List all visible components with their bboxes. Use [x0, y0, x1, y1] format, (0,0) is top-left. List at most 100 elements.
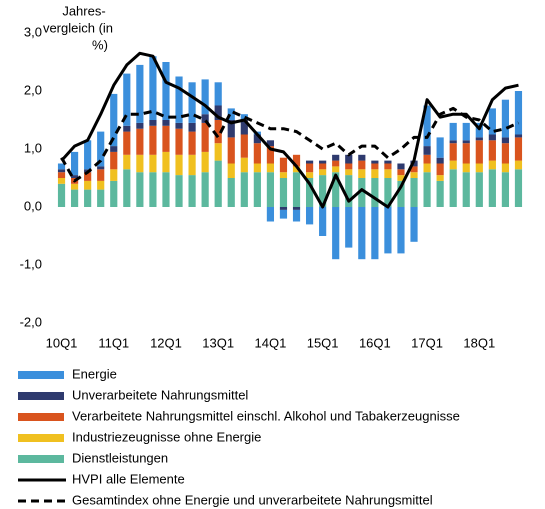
- bar-segment: [488, 140, 496, 161]
- bar-segment: [162, 151, 170, 173]
- legend-swatch: [18, 392, 64, 400]
- bar-segment: [70, 189, 79, 207]
- bar-segment: [332, 207, 340, 260]
- bar-segment: [253, 172, 261, 207]
- bar-segment: [136, 172, 144, 207]
- bar-segment: [201, 122, 209, 152]
- bar-segment: [358, 207, 366, 260]
- bar-segment: [371, 160, 379, 164]
- bar-segment: [279, 178, 288, 207]
- bar-segment: [397, 163, 405, 170]
- bar-segment: [501, 163, 510, 173]
- bar-segment: [240, 172, 248, 207]
- bar-segment: [123, 154, 131, 170]
- bar-segment: [279, 157, 288, 173]
- bar-segment: [149, 154, 157, 173]
- bar-segment: [305, 178, 314, 207]
- bar-segment: [214, 143, 222, 161]
- line-series: [60, 106, 520, 183]
- legend-label: HVPI alle Elemente: [72, 471, 185, 486]
- legend-swatch: [18, 413, 64, 421]
- bar-segment: [436, 157, 444, 164]
- bar-segment: [358, 160, 366, 170]
- bar-segment: [436, 163, 444, 176]
- bar-segment: [292, 209, 301, 222]
- bar-segment: [488, 160, 496, 170]
- bar-segment: [253, 143, 261, 164]
- bar-segment: [214, 120, 222, 144]
- bar-segment: [227, 120, 235, 138]
- bar-segment: [514, 137, 523, 161]
- bar-segment: [410, 166, 418, 173]
- bar-segment: [384, 178, 392, 207]
- x-tick-label: 12Q1: [150, 335, 182, 350]
- bar-segment: [436, 180, 444, 207]
- bar-segment: [214, 82, 222, 106]
- bar-segment: [57, 183, 66, 207]
- bar-segment: [462, 122, 470, 141]
- bar-segment: [70, 151, 79, 176]
- bar-segment: [423, 154, 431, 164]
- bar-segment: [253, 134, 261, 144]
- bar-segment: [423, 163, 431, 173]
- bar-segment: [292, 172, 301, 207]
- bar-segment: [57, 163, 66, 170]
- y-tick-label: 2,0: [24, 82, 42, 97]
- bar-segment: [123, 125, 131, 132]
- bar-segment: [449, 143, 457, 161]
- bar-segment: [371, 178, 379, 207]
- bar-segment: [253, 163, 261, 173]
- bar-segment: [84, 172, 92, 181]
- line-series: [60, 51, 519, 209]
- bar-segment: [397, 180, 405, 207]
- bar-segment: [358, 178, 366, 207]
- bar-segment: [123, 73, 131, 126]
- bar-segment: [305, 160, 314, 164]
- bar-segment: [488, 134, 496, 141]
- bar-segment: [240, 134, 248, 158]
- bar-segment: [201, 151, 209, 173]
- bar-segment: [84, 180, 92, 190]
- bar-segment: [514, 91, 523, 135]
- bar-segment: [70, 183, 79, 190]
- legend-label: Dienstleistungen: [72, 450, 168, 465]
- bar-segment: [514, 169, 523, 207]
- bar-segment: [384, 160, 392, 164]
- bar-segment: [436, 175, 444, 181]
- x-tick-label: 16Q1: [359, 335, 391, 350]
- bar-segment: [423, 105, 431, 147]
- bar-segment: [319, 169, 327, 176]
- bar-segment: [332, 154, 340, 161]
- bar-segment: [227, 137, 235, 164]
- bar-segment: [371, 163, 379, 170]
- bar-segment: [162, 125, 170, 152]
- bar-segment: [514, 134, 523, 138]
- bar-segment: [410, 178, 418, 207]
- bar-segment: [501, 137, 510, 144]
- bar-segment: [188, 131, 196, 155]
- bar-segment: [319, 160, 327, 164]
- bar-segment: [266, 146, 275, 164]
- bar-segment: [384, 163, 392, 170]
- bar-segment: [266, 140, 275, 147]
- bar-segment: [410, 207, 418, 242]
- x-tick-label: 11Q1: [98, 335, 129, 350]
- bar-segment: [501, 99, 510, 138]
- bar-segment: [462, 140, 470, 144]
- annotation: vergleich (in: [43, 20, 113, 35]
- legend-swatch: [18, 371, 64, 379]
- bar-segment: [149, 125, 157, 155]
- bar-segment: [423, 172, 431, 207]
- bar-segment: [475, 137, 483, 141]
- bar-segment: [188, 82, 196, 123]
- bar-segment: [514, 160, 523, 170]
- bar-segment: [305, 172, 314, 178]
- bar-segment: [175, 76, 183, 123]
- bar-segment: [57, 169, 66, 173]
- annotation: Jahres-: [62, 3, 105, 18]
- bar-segment: [319, 163, 327, 170]
- bar-segment: [149, 120, 157, 126]
- bar-segment: [397, 207, 405, 254]
- x-tick-label: 17Q1: [411, 335, 443, 350]
